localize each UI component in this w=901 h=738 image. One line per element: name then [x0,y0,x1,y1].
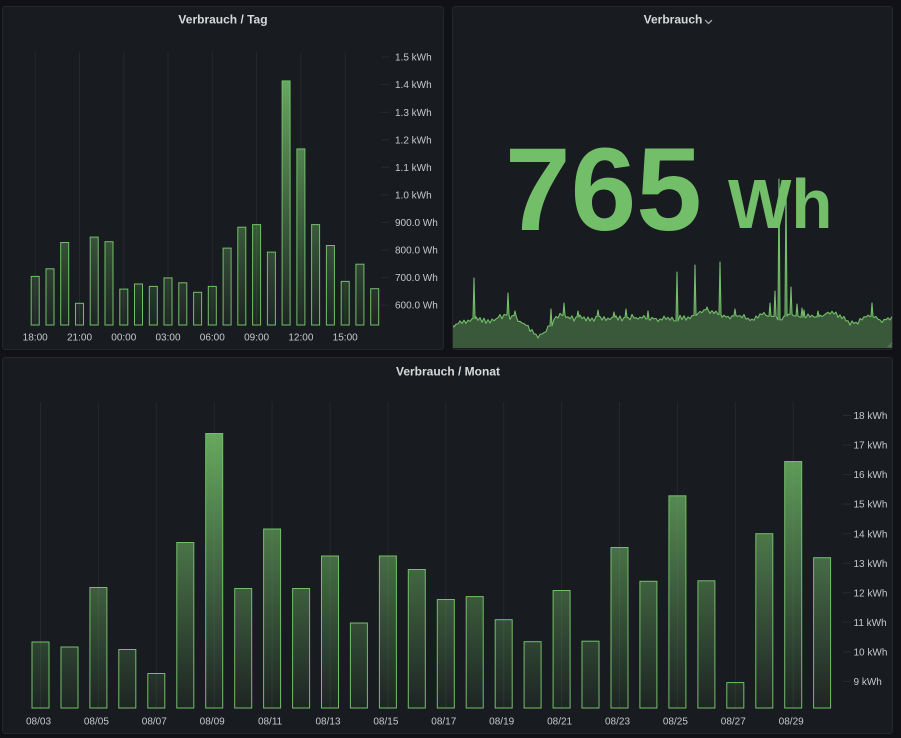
svg-text:08/11: 08/11 [258,717,283,728]
svg-text:9 kWh: 9 kWh [854,677,882,688]
svg-text:Verbrauch / Tag: Verbrauch / Tag [178,13,267,27]
svg-text:700.0 Wh: 700.0 Wh [395,273,438,284]
svg-text:800.0 Wh: 800.0 Wh [395,246,438,257]
svg-text:11 kWh: 11 kWh [854,618,887,629]
svg-text:1.2 kWh: 1.2 kWh [395,135,432,146]
svg-text:17 kWh: 17 kWh [854,441,888,452]
svg-text:08/19: 08/19 [489,717,514,728]
svg-text:18:00: 18:00 [23,333,48,344]
svg-text:08/15: 08/15 [373,717,398,728]
svg-text:08/07: 08/07 [142,717,167,728]
svg-text:08/27: 08/27 [721,717,746,728]
svg-text:08/05: 08/05 [84,717,109,728]
svg-text:08/17: 08/17 [431,717,456,728]
svg-text:1.1 kWh: 1.1 kWh [395,163,432,174]
svg-text:08/13: 08/13 [315,717,340,728]
svg-text:16 kWh: 16 kWh [854,470,888,481]
svg-text:08/09: 08/09 [200,717,225,728]
svg-text:03:00: 03:00 [155,333,180,344]
svg-text:06:00: 06:00 [200,333,225,344]
svg-text:15:00: 15:00 [333,333,358,344]
svg-text:900.0 Wh: 900.0 Wh [395,218,438,229]
svg-text:10 kWh: 10 kWh [854,648,888,659]
svg-text:08/29: 08/29 [779,717,804,728]
svg-text:08/03: 08/03 [26,717,51,728]
svg-text:12 kWh: 12 kWh [854,588,888,599]
svg-text:13 kWh: 13 kWh [854,559,888,570]
svg-text:15 kWh: 15 kWh [854,500,888,511]
svg-text:14 kWh: 14 kWh [854,529,888,540]
svg-text:12:00: 12:00 [288,333,313,344]
svg-text:18 kWh: 18 kWh [854,411,888,422]
svg-text:Verbrauch / Monat: Verbrauch / Monat [396,365,500,379]
svg-text:1.4 kWh: 1.4 kWh [395,80,432,91]
svg-text:1.0 kWh: 1.0 kWh [395,191,432,202]
svg-text:21:00: 21:00 [67,333,92,344]
svg-text:1.3 kWh: 1.3 kWh [395,108,432,119]
svg-text:08/23: 08/23 [605,717,630,728]
svg-text:09:00: 09:00 [244,333,269,344]
svg-text:Verbrauch: Verbrauch [644,13,703,27]
svg-text:600.0 Wh: 600.0 Wh [395,301,438,312]
svg-text:08/21: 08/21 [547,717,572,728]
svg-text:1.5 kWh: 1.5 kWh [395,53,432,64]
svg-text:08/25: 08/25 [663,717,688,728]
svg-text:00:00: 00:00 [111,333,136,344]
